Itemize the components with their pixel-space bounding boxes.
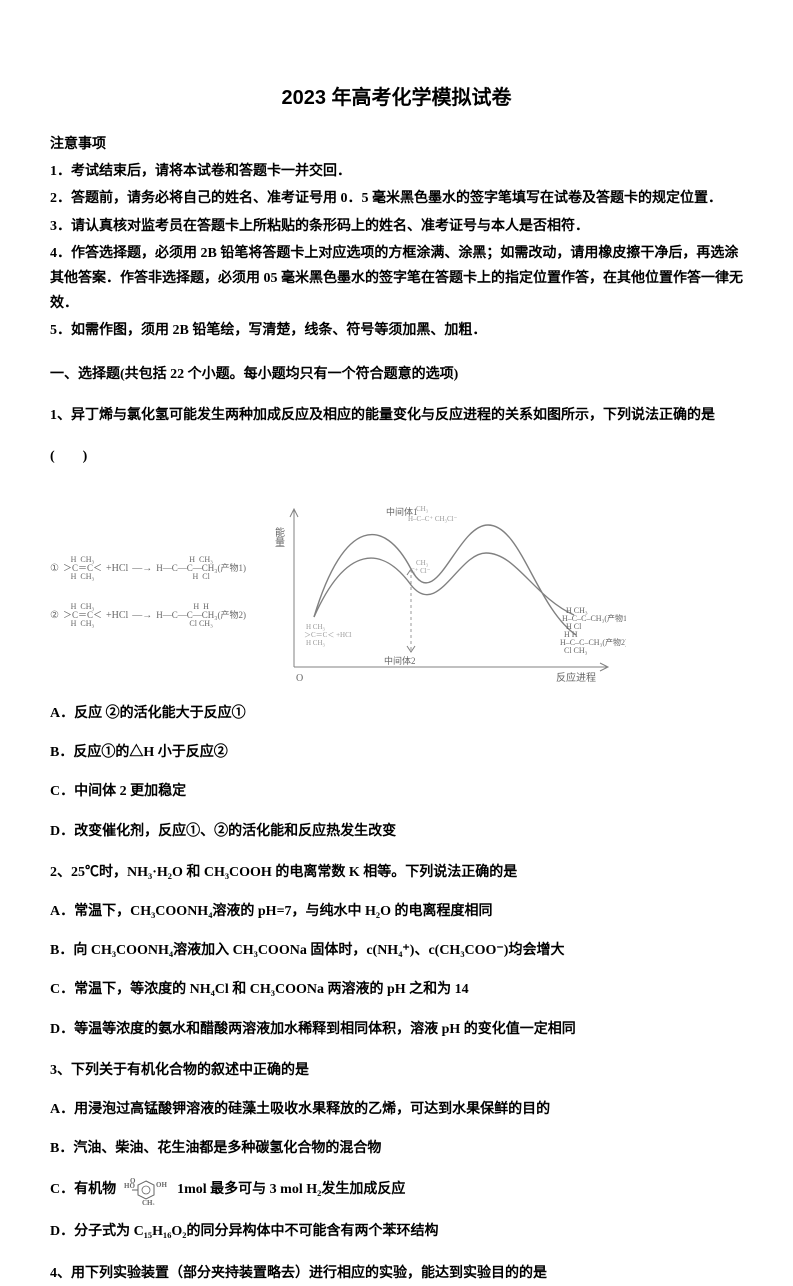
rx1-plus: +HCl [106, 563, 128, 575]
svg-text:CH₃: CH₃ [142, 1199, 155, 1205]
svg-text:CH₃: CH₃ [416, 505, 429, 513]
rx1-reactant: H CH₃ ＞C＝C＜ H CH₃ [63, 556, 102, 581]
svg-text:O: O [130, 1177, 136, 1185]
instruction-4: 4．作答选择题，必须用 2B 铅笔将答题卡上对应选项的方框涂满、涂黑；如需改动，… [50, 241, 743, 317]
svg-text:H CH₃: H CH₃ [306, 639, 326, 647]
rx2-plus: +HCl [106, 610, 128, 622]
rx1-number: ① [50, 563, 59, 575]
intermediate-2-label: 中间体2 [384, 655, 416, 666]
q3-option-a: A．用浸泡过高锰酸钾溶液的硅藻土吸收水果释放的乙烯，可达到水果保鲜的目的 [50, 1097, 743, 1122]
q1-option-a: A．反应 ②的活化能大于反应① [50, 701, 743, 726]
instruction-2: 2．答题前，请务必将自己的姓名、准考证号用 0．5 毫米黑色墨水的签字笔填写在试… [50, 186, 743, 211]
page-title: 2023 年高考化学模拟试卷 [50, 80, 743, 116]
energy-diagram: 能量 反应进程 O 中间体1 中间体2 CH₃ H–C–C⁺ CH₃Cl⁻ CH… [266, 497, 626, 687]
q2-option-d: D．等温等浓度的氨水和醋酸两溶液加水稀释到相同体积，溶液 pH 的变化值一定相同 [50, 1017, 743, 1042]
q2-option-a: A．常温下，CH₃COONH₄溶液的 pH=7，与纯水中 H₂O 的电离程度相同 [50, 899, 743, 924]
rx1-arrow: —→ [132, 563, 152, 575]
q1-option-b: B．反应①的△H 小于反应② [50, 740, 743, 765]
svg-text:Cl CH₃: Cl CH₃ [564, 646, 588, 655]
rx2-arrow: —→ [132, 610, 152, 622]
q2-stem: 2、25℃时，NH₃·H₂O 和 CH₃COOH 的电离常数 K 相等。下列说法… [50, 860, 743, 885]
q1-option-c: C．中间体 2 更加稳定 [50, 779, 743, 804]
q3-option-d: D．分子式为 C₁₅H₁₆O₂的同分异构体中不可能含有两个苯环结构 [50, 1219, 743, 1244]
notice-heading: 注意事项 [50, 132, 743, 157]
q2-option-b: B．向 CH₃COONH₄溶液加入 CH₃COONa 固体时，c(NH₄⁺)、c… [50, 938, 743, 963]
rx1-product: H CH₃ H—C—C—CH₃(产物1) H Cl [156, 556, 246, 581]
reaction-2: ② H CH₃ ＞C＝C＜ H CH₃ +HCl —→ H H H—C—C—CH… [50, 603, 246, 628]
section-1-intro: 一、选择题(共包括 22 个小题。每小题均只有一个符合题意的选项) [50, 362, 743, 387]
rx2-number: ② [50, 610, 59, 622]
rx2-reactant: H CH₃ ＞C＝C＜ H CH₃ [63, 603, 102, 628]
svg-text:＞C＝C＜ +HCl: ＞C＝C＜ +HCl [304, 631, 352, 639]
reaction-schemes: ① H CH₃ ＞C＝C＜ H CH₃ +HCl —→ H CH₃ H—C—C—… [50, 556, 246, 628]
q1-paren: ( ) [50, 444, 743, 469]
svg-text:OH: OH [156, 1181, 167, 1189]
q1-option-d: D．改变催化剂，反应①、②的活化能和反应热发生改变 [50, 819, 743, 844]
q3-option-c-post: 1mol 最多可与 3 mol H₂发生加成反应 [177, 1183, 405, 1198]
q1-figure-row: ① H CH₃ ＞C＝C＜ H CH₃ +HCl —→ H CH₃ H—C—C—… [50, 497, 743, 687]
svg-text:CH₃: CH₃ [416, 559, 429, 567]
instruction-5: 5．如需作图，须用 2B 铅笔绘，写清楚，线条、符号等须加黑、加粗． [50, 318, 743, 343]
q3-option-c-pre: C．有机物 [50, 1183, 116, 1198]
q3-option-b: B．汽油、柴油、花生油都是多种碳氢化合物的混合物 [50, 1136, 743, 1161]
rx2-product: H H H—C—C—CH₃(产物2) Cl CH₃ [156, 603, 246, 628]
q3-option-c: C．有机物 HO O OH CH₃ 1mol 最多可与 3 mol H₂发生加成… [50, 1175, 743, 1205]
instruction-3: 3．请认真核对监考员在答题卡上所粘贴的条形码上的姓名、准考证号与本人是否相符． [50, 214, 743, 239]
x-axis-label: 反应进程 [556, 671, 596, 684]
svg-text:H CH₃: H CH₃ [306, 623, 326, 631]
svg-text:H–C–C⁺ CH₃Cl⁻: H–C–C⁺ CH₃Cl⁻ [408, 515, 458, 523]
svg-text:O: O [296, 673, 303, 684]
y-axis-label: 能量 [272, 526, 284, 547]
reaction-1: ① H CH₃ ＞C＝C＜ H CH₃ +HCl —→ H CH₃ H—C—C—… [50, 556, 246, 581]
svg-text:C⁺ Cl⁻: C⁺ Cl⁻ [410, 567, 431, 575]
q1-stem: 1、异丁烯与氯化氢可能发生两种加成反应及相应的能量变化与反应进程的关系如图所示，… [50, 403, 743, 428]
q4-stem: 4、用下列实验装置（部分夹持装置略去）进行相应的实验，能达到实验目的的是 [50, 1261, 743, 1286]
q2-option-c: C．常温下，等浓度的 NH₄Cl 和 CH₃COONa 两溶液的 pH 之和为 … [50, 977, 743, 1002]
q3-stem: 3、下列关于有机化合物的叙述中正确的是 [50, 1058, 743, 1083]
q3c-molecule-icon: HO O OH CH₃ [124, 1175, 170, 1205]
instruction-1: 1．考试结束后，请将本试卷和答题卡一并交回． [50, 159, 743, 184]
